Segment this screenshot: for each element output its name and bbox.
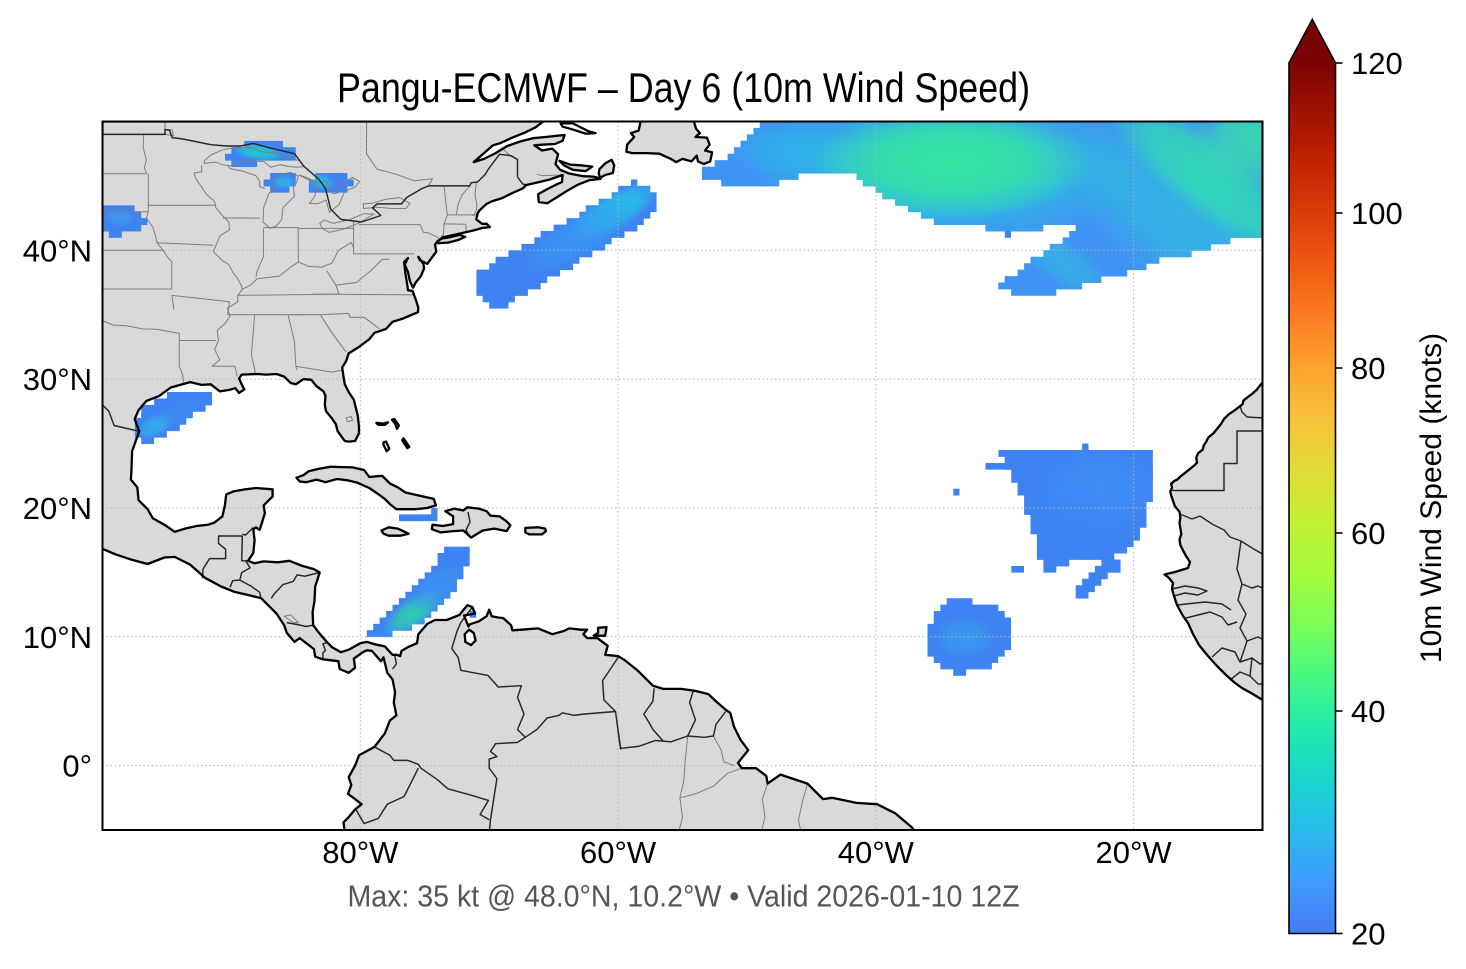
svg-text:100: 100 [1351,196,1403,231]
svg-text:20: 20 [1351,917,1385,952]
svg-text:10m Wind Speed (knots): 10m Wind Speed (knots) [1415,333,1448,663]
svg-text:80°W: 80°W [322,835,399,870]
svg-text:40: 40 [1351,694,1385,729]
svg-text:60°W: 60°W [580,835,657,870]
svg-text:60: 60 [1351,516,1385,551]
svg-text:Pangu-ECMWF – Day 6 (10m Wind: Pangu-ECMWF – Day 6 (10m Wind Speed) [337,64,1030,111]
svg-text:20°W: 20°W [1096,835,1173,870]
svg-text:20°N: 20°N [23,491,92,526]
svg-text:10°N: 10°N [23,620,92,655]
svg-text:30°N: 30°N [23,362,92,397]
svg-text:120: 120 [1351,46,1403,81]
svg-text:Max: 35 kt @ 48.0°N, 10.2°W •: Max: 35 kt @ 48.0°N, 10.2°W • Valid 2026… [348,879,1020,914]
svg-text:0°: 0° [62,749,92,784]
svg-text:80: 80 [1351,351,1385,386]
svg-text:40°W: 40°W [838,835,915,870]
svg-text:40°N: 40°N [23,233,92,268]
